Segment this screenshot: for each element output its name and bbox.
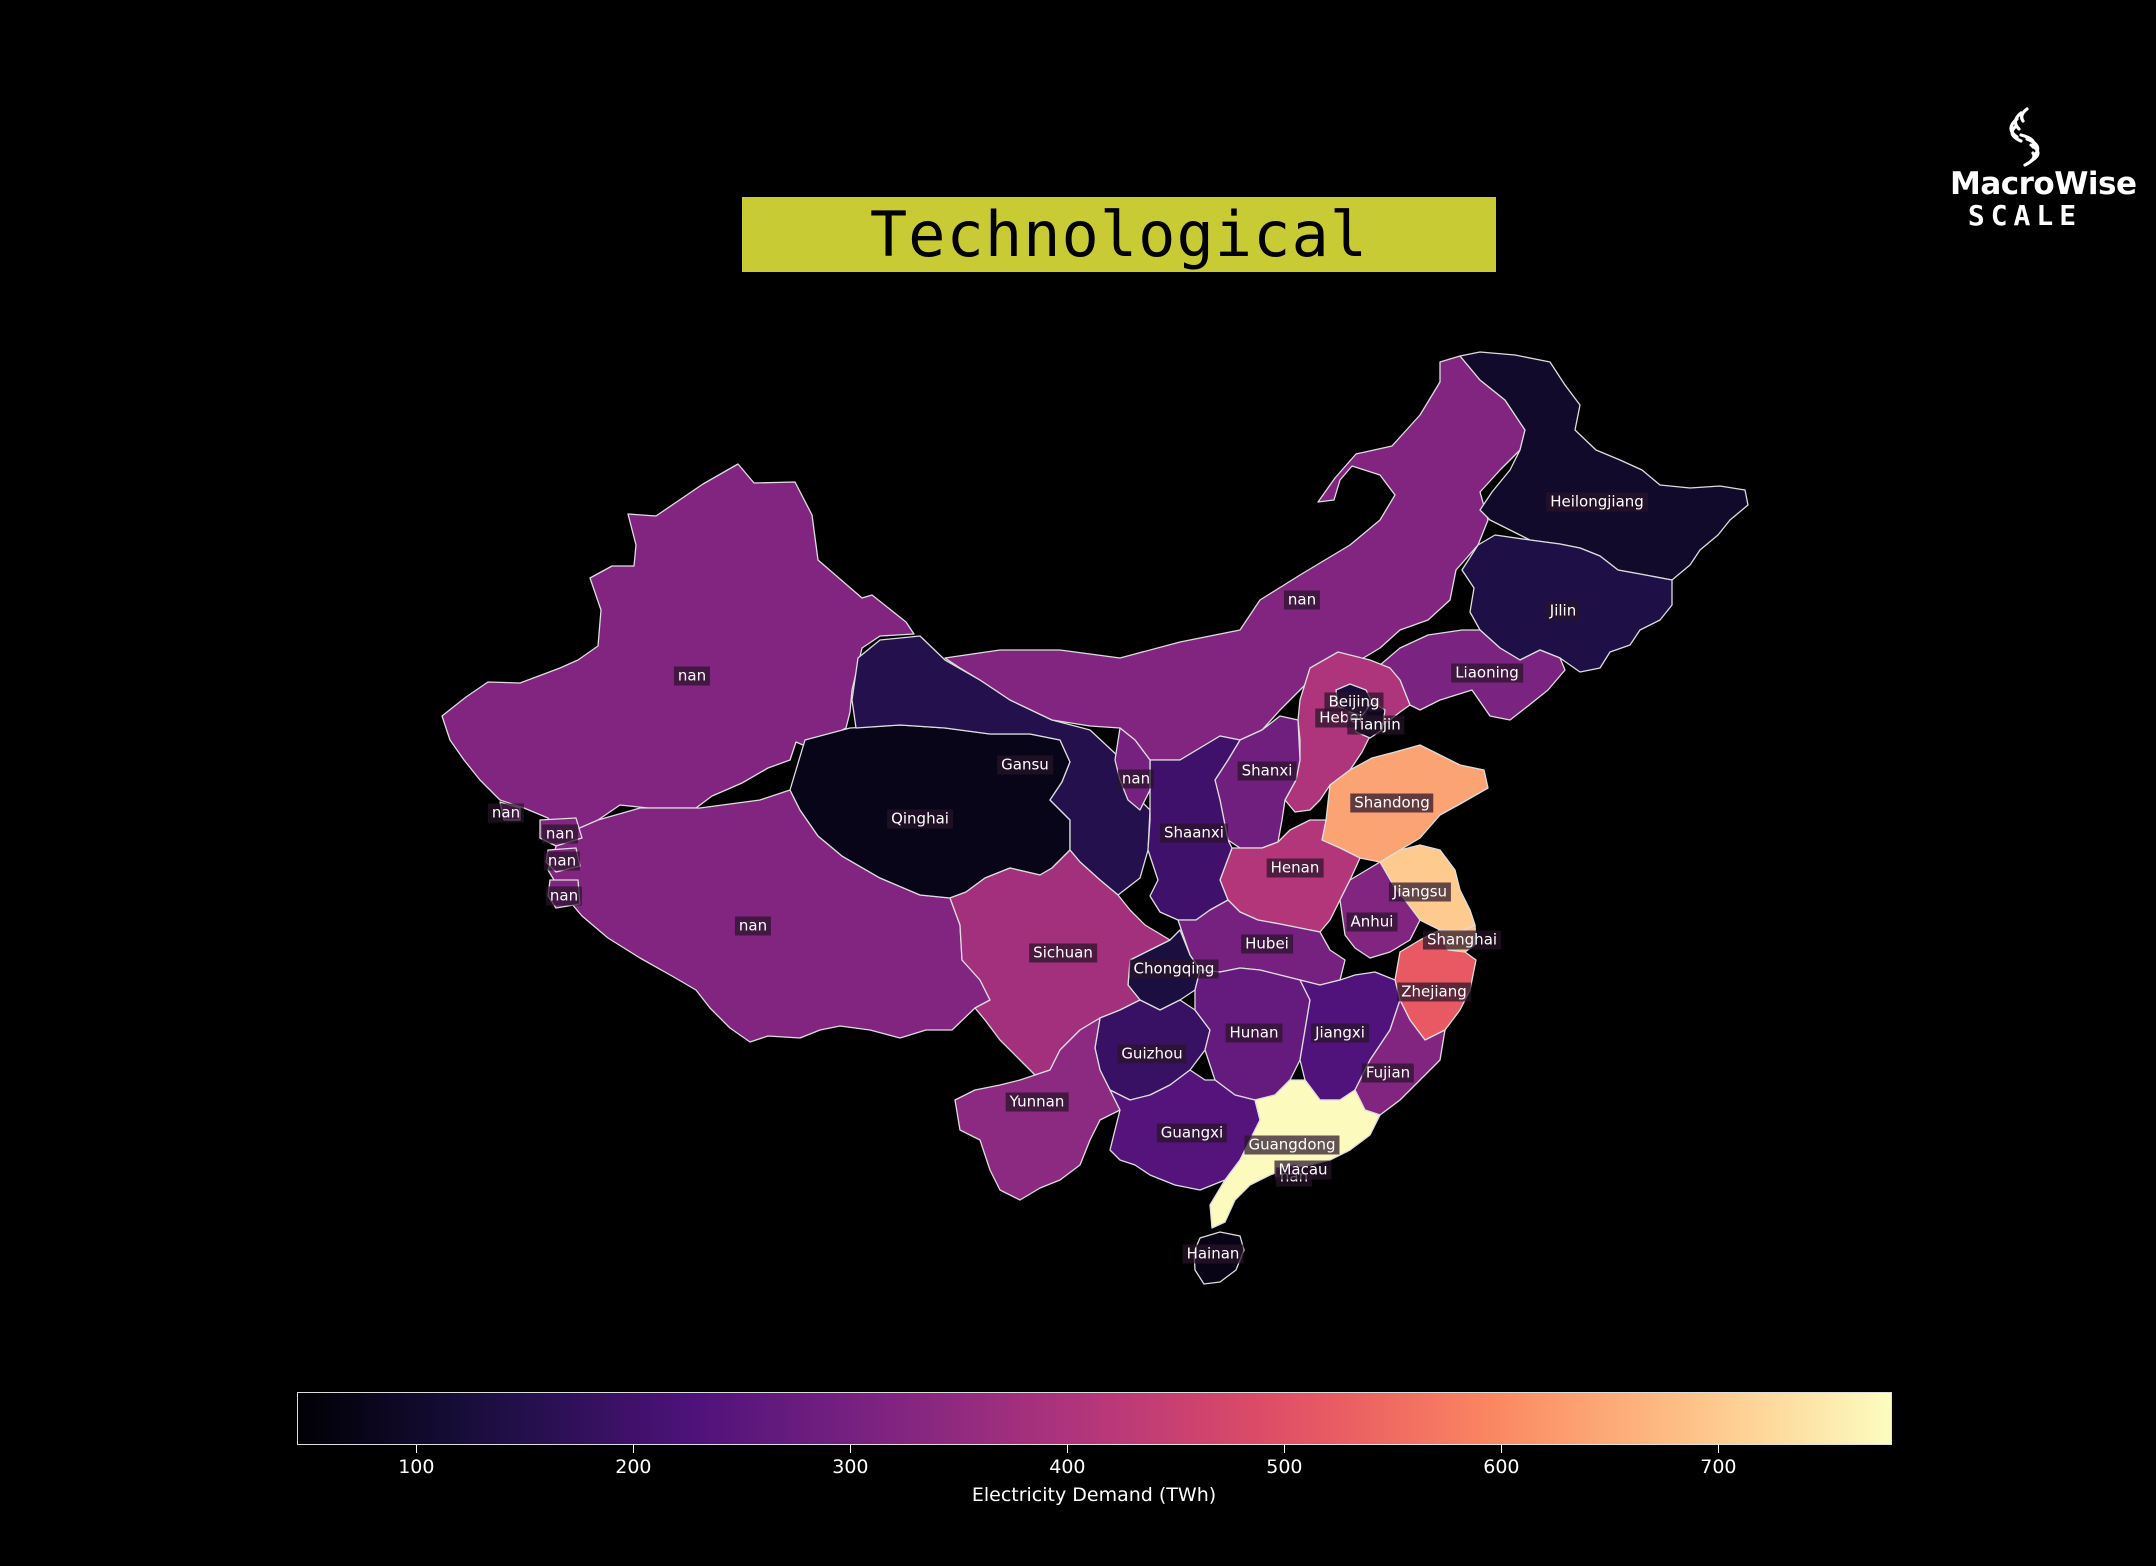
province-label-guangxi: Guangxi [1156,1123,1228,1143]
province-label-fujian: Fujian [1361,1063,1415,1083]
province-label-shanxi: Shanxi [1237,761,1297,781]
province-label-macau: Macau [1274,1160,1332,1180]
province-label-heilongjiang: Heilongjiang [1546,492,1648,512]
swirl-logo-icon [2009,107,2040,167]
province-label-kashmir-3: nan [543,851,581,871]
province-label-yunnan: Yunnan [1005,1092,1069,1112]
colorbar-tick-mark [416,1445,418,1453]
colorbar-tick-label: 600 [1483,1456,1520,1478]
colorbar-tick-label: 200 [615,1456,652,1478]
colorbar-label: Electricity Demand (TWh) [971,1484,1217,1506]
province-label-beijing: Beijing [1324,692,1384,712]
brand-subtitle: SCALE [1967,199,2083,232]
province-label-shanghai: Shanghai [1422,930,1502,950]
province-label-hubei: Hubei [1241,934,1293,954]
province-label-henan: Henan [1266,858,1324,878]
province-label-xinjiang: nan [673,666,711,686]
province-label-hainan: Hainan [1182,1244,1244,1264]
colorbar-tick-label: 700 [1700,1456,1737,1478]
province-label-shaanxi: Shaanxi [1160,823,1228,843]
province-label-qinghai: Qinghai [887,809,953,829]
province-label-anhui: Anhui [1346,912,1398,932]
province-label-guangdong: Guangdong [1244,1135,1340,1155]
colorbar-tick-mark [633,1445,635,1453]
province-label-jilin: Jilin [1545,601,1581,621]
province-label-kashmir-4: nan [545,886,583,906]
province-label-tianjin: Tianjin [1347,715,1405,735]
province-heilongjiang [1459,351,1749,581]
province-label-sichuan: Sichuan [1029,943,1097,963]
colorbar-tick-mark [1718,1445,1720,1453]
province-label-liaoning: Liaoning [1451,663,1523,683]
colorbar-tick-label: 400 [1049,1456,1086,1478]
province-label-inner-mongolia: nan [1283,590,1321,610]
province-sichuan [949,849,1171,1076]
province-label-ningxia: nan [1117,769,1155,789]
province-label-guizhou: Guizhou [1117,1044,1187,1064]
province-label-kashmir-2: nan [541,824,579,844]
province-label-zhejiang: Zhejiang [1397,982,1471,1002]
colorbar-tick-mark [1067,1445,1069,1453]
colorbar [297,1392,1892,1445]
colorbar-tick-mark [1501,1445,1503,1453]
province-label-shandong: Shandong [1350,793,1434,813]
colorbar-tick-label: 100 [398,1456,435,1478]
colorbar-tick-mark [1284,1445,1286,1453]
colorbar-tick-label: 300 [832,1456,869,1478]
colorbar-tick-mark [850,1445,852,1453]
province-label-kashmir-1: nan [487,803,525,823]
province-label-chongqing: Chongqing [1129,959,1219,979]
province-label-gansu: Gansu [997,755,1053,775]
province-label-hunan: Hunan [1225,1023,1283,1043]
province-label-tibet: nan [734,916,772,936]
brand-logo: MacroWise SCALE [1950,105,2137,245]
map-title: Technological Context [742,197,1496,346]
province-ningxia [1114,727,1151,811]
province-label-jiangsu: Jiangsu [1388,882,1452,902]
colorbar-tick-label: 500 [1266,1456,1303,1478]
province-label-jiangxi: Jiangxi [1311,1023,1369,1043]
